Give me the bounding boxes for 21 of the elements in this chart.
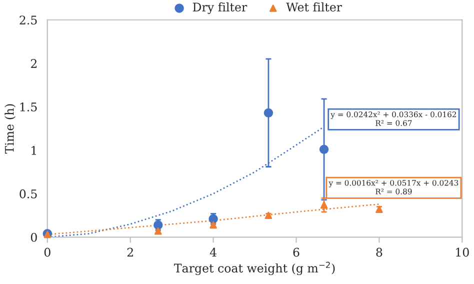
x-tick-label: 8 [376, 248, 382, 257]
x-axis-title: Target coat weight (g m$^{−2}$) [174, 262, 335, 276]
x-tick-label: 0 [44, 248, 50, 257]
point [376, 206, 383, 213]
y-tick-label: 2 [30, 59, 37, 68]
y-axis-title: Time (h) [4, 104, 16, 154]
legend-label: Wet filter [286, 2, 342, 12]
x-tick-label: 10 [456, 248, 469, 257]
y-tick-label: 0 [30, 232, 37, 242]
point [208, 214, 218, 224]
x-tick-label: 4 [210, 248, 216, 257]
x-tick-label: 2 [127, 248, 133, 257]
point [319, 144, 329, 154]
y-tick-label: 0.5 [20, 189, 37, 198]
legend-label: Dry filter [192, 2, 248, 14]
y-tick-label: 1.5 [20, 102, 37, 112]
x-tick-label: 6 [293, 248, 300, 257]
y-tick-label: 1 [32, 146, 36, 155]
point [264, 108, 274, 118]
y-tick-label: 2.5 [20, 16, 37, 25]
point [154, 220, 163, 230]
